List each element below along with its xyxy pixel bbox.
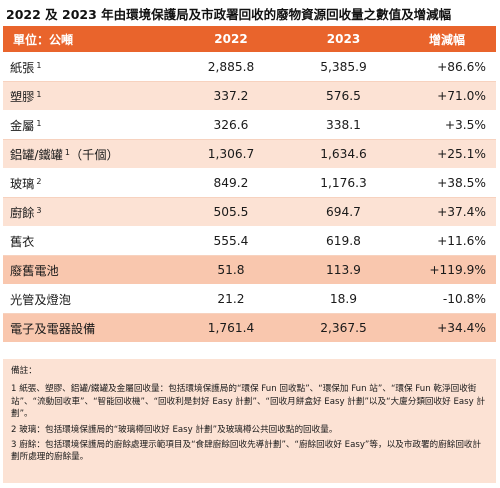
table-row: 金屬 1 326.6 338.1 +3.5%	[3, 110, 496, 140]
value-2022: 1,306.7	[173, 139, 289, 169]
value-change: +37.4%	[398, 197, 496, 227]
value-2022: 1,761.4	[173, 313, 289, 343]
table-row: 舊衣 555.4 619.8 +11.6%	[3, 226, 496, 256]
value-2023: 18.9	[289, 284, 398, 314]
row-category: 電子及電器設備	[3, 313, 173, 343]
category-label: 玻璃	[10, 177, 35, 191]
value-2022: 337.2	[173, 81, 289, 111]
note-1: 1 紙張、塑膠、鋁罐/鐵罐及金屬回收量：包括環境保護局的“環保 Fun 回收點”…	[11, 384, 486, 420]
value-change: -10.8%	[398, 284, 496, 314]
value-2023: 1,634.6	[289, 139, 398, 169]
value-2023: 113.9	[289, 255, 398, 285]
table-body: 紙張 1 2,885.8 5,385.9 +86.6% 塑膠 1 337.2 576.5 +71.…	[3, 52, 496, 343]
header-change: 增減幅	[398, 26, 496, 53]
notes-box: 備註： 1 紙張、塑膠、鋁罐/鐵罐及金屬回收量：包括環境保護局的“環保 Fun …	[3, 359, 496, 483]
value-2023: 338.1	[289, 110, 398, 140]
category-label: 金屬	[10, 119, 35, 133]
header-unit: 單位：公噸	[3, 26, 173, 53]
value-2023: 619.8	[289, 226, 398, 256]
document-title: 2022 及 2023 年由環境保護局及市政署回收的廢物資源回收量之數值及增減幅	[6, 7, 452, 22]
value-change: +3.5%	[398, 110, 496, 140]
value-change: +11.6%	[398, 226, 496, 256]
table-row: 廚餘 3 505.5 694.7 +37.4%	[3, 197, 496, 227]
category-label: 廚餘	[10, 206, 35, 220]
value-change: +119.9%	[398, 255, 496, 285]
row-category: 塑膠 1	[3, 81, 173, 111]
value-2023: 1,176.3	[289, 168, 398, 198]
value-2023: 2,367.5	[289, 313, 398, 343]
value-2022: 2,885.8	[173, 52, 289, 82]
value-2022: 849.2	[173, 168, 289, 198]
note-2: 2 玻璃：包括環境保護局的“玻璃樽回收好 Easy 計劃”及玻璃樽公共回收點的回…	[11, 424, 338, 435]
row-category: 舊衣	[3, 226, 173, 256]
footnote-marker: 1	[36, 119, 42, 128]
table-row: 塑膠 1 337.2 576.5 +71.0%	[3, 81, 496, 111]
footnote-marker: 3	[36, 206, 42, 215]
category-label: 光管及燈泡	[10, 293, 71, 307]
table-header-row: 單位：公噸 2022 2023 增減幅	[3, 26, 496, 53]
value-2022: 51.8	[173, 255, 289, 285]
value-2023: 576.5	[289, 81, 398, 111]
category-label: 塑膠	[10, 90, 35, 104]
header-2023: 2023	[289, 26, 398, 53]
row-category: 玻璃 2	[3, 168, 173, 198]
category-label: 廢舊電池	[10, 264, 59, 278]
table-row: 廢舊電池 51.8 113.9 +119.9%	[3, 255, 496, 285]
value-2022: 326.6	[173, 110, 289, 140]
value-2023: 5,385.9	[289, 52, 398, 82]
value-change: +71.0%	[398, 81, 496, 111]
unit-suffix: （千個）	[69, 148, 119, 162]
table-row: 玻璃 2 849.2 1,176.3 +38.5%	[3, 168, 496, 198]
recycling-table: 單位：公噸 2022 2023 增減幅 紙張 1 2,885.8 5,385.9 +86…	[3, 26, 496, 343]
value-change: +38.5%	[398, 168, 496, 198]
category-label: 鋁罐/鐵罐	[10, 148, 63, 162]
row-category: 光管及燈泡	[3, 284, 173, 314]
row-category: 金屬 1	[3, 110, 173, 140]
category-label: 紙張	[10, 61, 35, 75]
value-change: +86.6%	[398, 52, 496, 82]
notes-heading: 備註：	[11, 366, 37, 376]
row-category: 鋁罐/鐵罐 1（千個）	[3, 139, 173, 169]
footnote-marker: 1	[36, 90, 42, 99]
category-label: 電子及電器設備	[10, 322, 96, 336]
value-change: +25.1%	[398, 139, 496, 169]
header-2022: 2022	[173, 26, 289, 53]
table-row: 光管及燈泡 21.2 18.9 -10.8%	[3, 284, 496, 314]
value-2022: 505.5	[173, 197, 289, 227]
row-category: 廢舊電池	[3, 255, 173, 285]
value-2022: 555.4	[173, 226, 289, 256]
footnote-marker: 2	[36, 177, 42, 186]
table-row: 紙張 1 2,885.8 5,385.9 +86.6%	[3, 52, 496, 82]
value-2022: 21.2	[173, 284, 289, 314]
table-row: 鋁罐/鐵罐 1（千個） 1,306.7 1,634.6 +25.1%	[3, 139, 496, 169]
row-category: 廚餘 3	[3, 197, 173, 227]
footnote-marker: 1	[36, 61, 42, 70]
category-label: 舊衣	[10, 235, 35, 249]
table-row: 電子及電器設備 1,761.4 2,367.5 +34.4%	[3, 313, 496, 343]
note-3: 3 廚餘：包括環境保護局的廚餘處理示範項目及“食肆廚餘回收先導計劃”、“廚餘回收…	[11, 440, 482, 463]
value-change: +34.4%	[398, 313, 496, 343]
row-category: 紙張 1	[3, 52, 173, 82]
value-2023: 694.7	[289, 197, 398, 227]
footnote-marker: 1	[64, 148, 70, 157]
